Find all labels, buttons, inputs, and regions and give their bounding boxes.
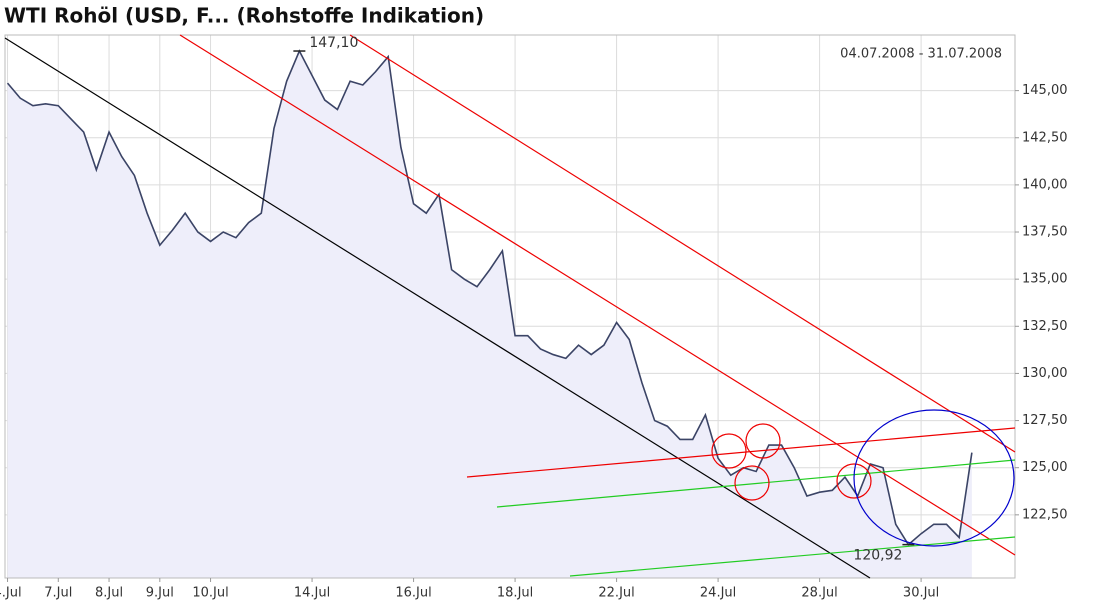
x-tick-label: 4.Jul [0, 586, 22, 601]
extreme-label: 120,92 [853, 548, 902, 564]
highlight-circle [836, 463, 872, 499]
x-tick-label: 16.Jul [395, 586, 431, 601]
x-tick-label: 8.Jul [95, 586, 123, 601]
highlight-ellipse [853, 409, 1015, 547]
trend-line [4, 37, 871, 579]
x-tick-label: 14.Jul [294, 586, 330, 601]
y-tick-label: 125,00 [1022, 460, 1068, 475]
y-tick-label: 142,50 [1022, 130, 1068, 145]
chart-title: WTI Rohöl (USD, F... (Rohstoffe Indikati… [4, 4, 484, 28]
price-line [6, 49, 973, 546]
y-tick-label: 135,00 [1022, 272, 1068, 287]
trend-line [349, 34, 1016, 453]
plot-frame [4, 34, 1016, 579]
x-tick-label: 18.Jul [497, 586, 533, 601]
trend-line [569, 536, 1016, 577]
y-tick-label: 137,50 [1022, 225, 1068, 240]
extreme-label: 147,10 [309, 35, 358, 51]
trend-line [179, 34, 1016, 556]
trend-line [496, 459, 1016, 508]
x-tick-label: 10.Jul [192, 586, 228, 601]
y-tick-label: 122,50 [1022, 507, 1068, 522]
y-tick-label: 145,00 [1022, 83, 1068, 98]
area [7, 51, 972, 578]
x-tick-label: 9.Jul [146, 586, 174, 601]
y-tick-label: 140,00 [1022, 177, 1068, 192]
trend-line [466, 427, 1016, 478]
drawn-annotations [4, 34, 1016, 579]
x-tick-label: 22.Jul [598, 586, 634, 601]
y-tick-label: 130,00 [1022, 366, 1068, 381]
x-tick-label: 24.Jul [700, 586, 736, 601]
highlight-circle [711, 433, 747, 469]
y-tick-label: 132,50 [1022, 319, 1068, 334]
x-tick-label: 28.Jul [801, 586, 837, 601]
data-group [6, 49, 973, 578]
highlight-circle [734, 465, 770, 501]
x-tick-label: 30.Jul [903, 586, 939, 601]
x-tick-label: 7.Jul [44, 586, 72, 601]
y-tick-label: 127,50 [1022, 413, 1068, 428]
date-range: 04.07.2008 - 31.07.2008 [840, 47, 1002, 62]
highlight-circle [745, 423, 781, 459]
